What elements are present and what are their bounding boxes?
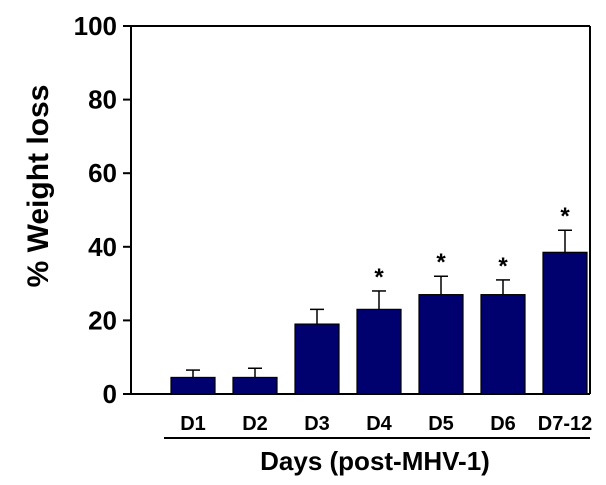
y-tick-label: 0 bbox=[103, 379, 117, 409]
significance-star: * bbox=[560, 203, 570, 230]
y-tick-label: 20 bbox=[88, 305, 117, 335]
bar bbox=[480, 294, 526, 395]
significance-star: * bbox=[498, 253, 508, 280]
y-tick-label: 60 bbox=[88, 158, 117, 188]
axes-group bbox=[130, 25, 591, 439]
x-tick-label: D1 bbox=[180, 413, 206, 435]
bar bbox=[294, 323, 340, 395]
bar bbox=[170, 376, 216, 395]
x-tick-label: D7-12 bbox=[538, 413, 592, 435]
significance-star: * bbox=[436, 249, 446, 276]
x-tick-label: D2 bbox=[242, 413, 268, 435]
y-tick-label: 40 bbox=[88, 232, 117, 262]
y-tick-label: 100 bbox=[74, 11, 117, 41]
bar bbox=[542, 251, 588, 395]
error-bars-group bbox=[186, 229, 572, 378]
x-tick-label: D6 bbox=[490, 413, 516, 435]
x-axis-title: Days (post-MHV-1) bbox=[260, 446, 490, 476]
y-ticks-group: 0 20 40 60 80 100 bbox=[74, 11, 131, 409]
x-tick-label: D5 bbox=[428, 413, 454, 435]
bar bbox=[356, 308, 402, 395]
significance-star: * bbox=[374, 264, 384, 291]
x-tick-label: D3 bbox=[304, 413, 330, 435]
bar bbox=[418, 294, 464, 395]
x-ticks-group: D1 D2 D3 D4 D5 D6 D7-12 bbox=[180, 413, 592, 435]
bar bbox=[232, 376, 278, 395]
x-tick-label: D4 bbox=[366, 413, 392, 435]
significance-group: * * * * bbox=[374, 203, 570, 291]
y-axis-title: % Weight loss bbox=[22, 85, 55, 288]
y-tick-label: 80 bbox=[88, 85, 117, 115]
